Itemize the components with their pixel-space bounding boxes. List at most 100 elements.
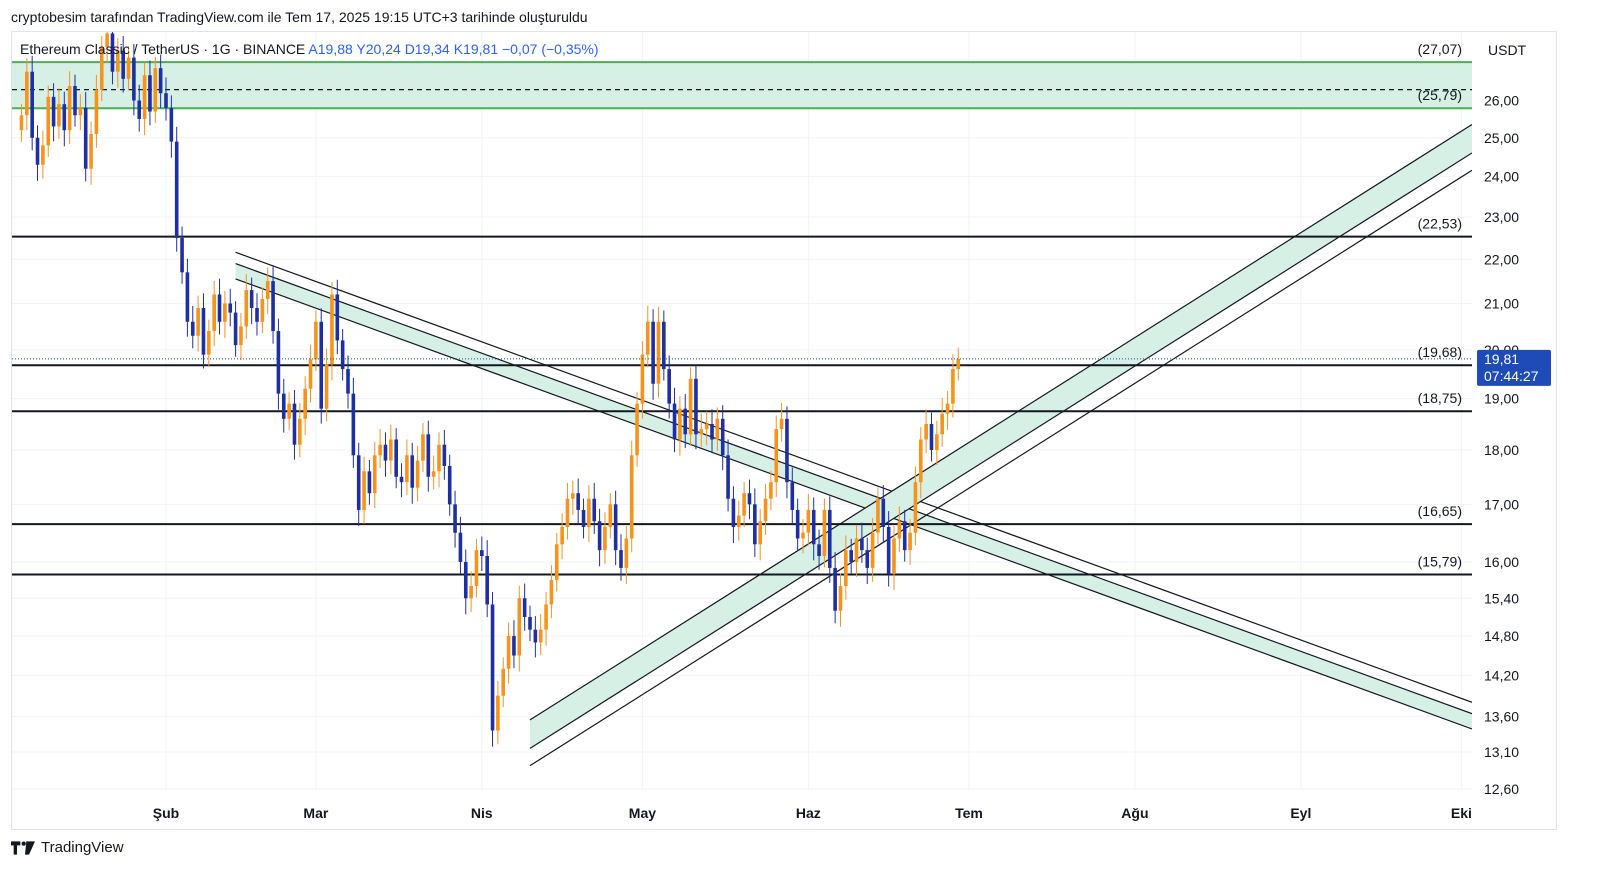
candle-body: [838, 586, 843, 611]
candle-body: [512, 636, 516, 656]
candle-body: [389, 439, 393, 461]
candle-body: [335, 294, 340, 341]
candle-body: [517, 598, 522, 656]
candle-body: [223, 303, 227, 322]
candle-body: [753, 504, 757, 545]
price-tick-label: 15,40: [1484, 590, 1519, 606]
tradingview-logo-icon: [11, 840, 35, 855]
time-tick-label: Eyl: [1290, 805, 1311, 821]
candle-body: [255, 308, 259, 322]
candle-body: [89, 133, 93, 169]
candle-body: [169, 107, 174, 142]
price-tick-label: 12,60: [1484, 781, 1519, 797]
candle-body: [340, 340, 345, 370]
level-label: (22,53): [1418, 216, 1462, 232]
candles: [19, 32, 961, 747]
candle-body: [619, 550, 623, 568]
candle-body: [126, 57, 131, 79]
candle-body: [501, 668, 506, 696]
candle-body: [372, 455, 377, 494]
open-value: A19,88: [308, 41, 353, 57]
candle-body: [148, 75, 152, 112]
candle-body: [453, 504, 457, 533]
price-tick-label: 22,00: [1484, 251, 1519, 267]
candle-body: [314, 321, 318, 360]
candle-body: [83, 107, 88, 169]
candle-body: [164, 93, 168, 108]
candle-body: [480, 550, 484, 557]
candle-body: [645, 321, 650, 355]
candle-body: [41, 145, 45, 165]
time-tick-label: Ağu: [1121, 805, 1148, 821]
candle-body: [635, 403, 639, 456]
candle-body: [25, 71, 29, 116]
candle-body: [747, 493, 752, 505]
candle-body: [597, 521, 602, 551]
candle-body: [265, 281, 270, 299]
ascending-channel-outer: [529, 169, 1472, 767]
candle-body: [533, 629, 538, 643]
candle-body: [233, 312, 238, 346]
ascending-channel-upper: [529, 123, 1472, 721]
price-tick-label: 19,00: [1484, 391, 1519, 407]
price-tick-label: 13,60: [1484, 708, 1519, 724]
candle-body: [662, 321, 666, 370]
candle-body: [330, 294, 334, 365]
time-tick-label: Nis: [471, 805, 493, 821]
candle-body: [78, 107, 83, 116]
candle-body: [571, 493, 575, 499]
candle-body: [908, 532, 912, 551]
currency-label[interactable]: USDT: [1488, 42, 1527, 58]
candle-body: [956, 358, 961, 370]
candle-body: [849, 550, 853, 562]
time-tick-label: Tem: [955, 805, 983, 821]
candle-body: [528, 616, 532, 630]
ohlc-legend[interactable]: Ethereum Classic / TetherUS · 1G · BINAN…: [20, 41, 599, 57]
candle-body: [35, 137, 40, 165]
candle-body: [46, 96, 51, 146]
candle-body: [212, 294, 216, 332]
time-tick-label: Şub: [153, 805, 179, 821]
chart-caption: cryptobesim tarafından TradingView.com i…: [11, 9, 588, 25]
last-price-box: [1477, 349, 1551, 386]
candle-body: [319, 321, 324, 409]
candle-body: [779, 418, 784, 430]
candle-body: [629, 455, 634, 539]
tradingview-brand[interactable]: TradingView: [11, 839, 124, 856]
time-tick-label: May: [629, 805, 656, 821]
candle-body: [287, 403, 291, 419]
candle-body: [865, 550, 870, 568]
candle-body: [694, 378, 698, 435]
descending-channel-outer: [235, 251, 1472, 703]
candle-body: [554, 544, 559, 580]
candle-body: [463, 561, 468, 599]
candle-body: [522, 598, 527, 617]
chart-frame: [11, 31, 1557, 830]
candle-body: [185, 272, 190, 322]
candle-body: [19, 115, 24, 131]
level-label: (27,07): [1418, 41, 1462, 57]
candle-body: [281, 393, 286, 419]
candle-body: [624, 538, 629, 568]
candle-body: [415, 460, 420, 488]
candle-body: [62, 104, 67, 131]
candle-body: [897, 521, 902, 539]
candle-body: [720, 418, 725, 456]
candle-body: [67, 85, 72, 131]
candle-body: [490, 604, 495, 731]
supply-zone: [12, 61, 1472, 110]
candle-body: [726, 455, 730, 499]
candle-body: [833, 567, 837, 611]
candle-body: [153, 68, 158, 112]
candle-body: [207, 331, 211, 355]
candle-body: [121, 50, 125, 79]
candle-body: [581, 509, 586, 527]
candle-body: [822, 509, 827, 557]
candle-body: [902, 521, 907, 551]
price-tick-label: 14,80: [1484, 628, 1519, 644]
candle-body: [132, 57, 136, 101]
candle-body: [94, 89, 99, 134]
candle-body: [651, 321, 655, 384]
